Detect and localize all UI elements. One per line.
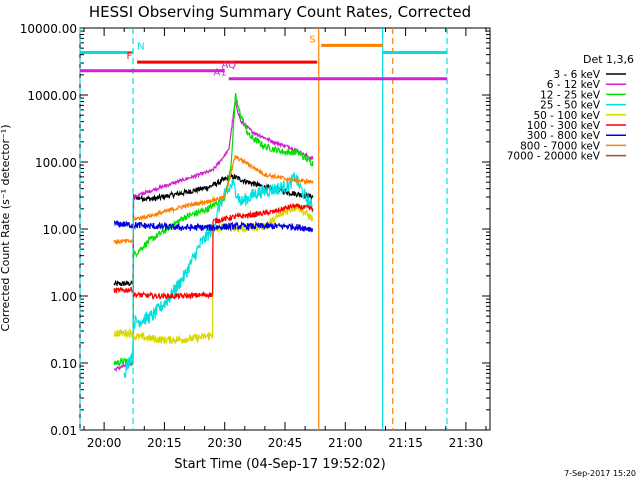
x-tick-label: 20:45: [268, 436, 303, 450]
flag-label: A1: [214, 68, 227, 79]
series-line: [113, 154, 314, 246]
series-line: [113, 203, 314, 300]
y-tick-label: 10000.00: [20, 22, 77, 36]
legend-label: 6 - 12 keV: [547, 79, 601, 91]
legend-label: 3 - 6 keV: [553, 69, 600, 81]
x-tick-label: 21:15: [388, 436, 423, 450]
flag-label: F: [126, 51, 132, 62]
legend-label: 800 - 7000 keV: [520, 140, 601, 152]
series-line: [113, 100, 314, 373]
y-tick-label: 0.01: [50, 424, 77, 438]
legend-title: Det 1,3,6: [583, 53, 635, 66]
y-tick-label: 100.00: [35, 156, 77, 170]
y-tick-label: 1000.00: [27, 89, 77, 103]
chart-title: HESSI Observing Summary Count Rates, Cor…: [89, 3, 471, 21]
x-tick-label: 20:30: [207, 436, 242, 450]
legend-label: 7000 - 20000 keV: [507, 151, 601, 163]
legend-label: 300 - 800 keV: [527, 130, 601, 142]
plot-frame: [79, 27, 491, 431]
series-line: [123, 172, 314, 379]
flag-label: S: [309, 34, 315, 45]
legend-label: 100 - 300 keV: [527, 120, 601, 132]
x-axis-label: Start Time (04-Sep-17 19:52:02): [174, 457, 385, 472]
legend-label: 25 - 50 keV: [540, 100, 601, 112]
y-tick-label: 1.00: [50, 290, 77, 304]
plot-area: 0.01 0.10 1.00 10.00 100.00 1000.00 10000.00 20…: [20, 22, 626, 450]
flag-label: N: [137, 42, 144, 53]
x-tick-label: 20:15: [147, 436, 182, 450]
x-tick-label: 21:30: [449, 436, 484, 450]
x-tick-label: 20:00: [87, 436, 122, 450]
series-line: [113, 93, 314, 367]
legend-label: 50 - 100 keV: [533, 110, 600, 122]
legend-label: 12 - 25 keV: [540, 89, 601, 101]
footer-timestamp: 7-Sep-2017 15:20: [564, 469, 636, 478]
y-tick-label: 0.10: [50, 357, 77, 371]
flag-label: AQ: [221, 60, 236, 71]
series-line: [114, 220, 314, 233]
x-tick-label: 21:00: [328, 436, 363, 450]
y-tick-label: 10.00: [43, 223, 77, 237]
y-axis-label: Corrected Count Rate (s⁻¹ detector⁻¹): [0, 125, 12, 332]
